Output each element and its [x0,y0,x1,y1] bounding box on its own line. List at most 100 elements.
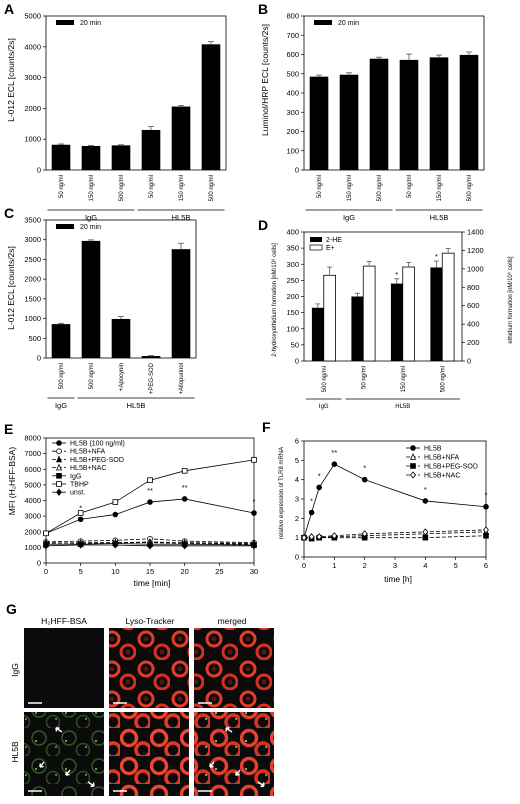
legend-swatch [56,20,74,25]
y-tick-label: 0 [295,166,299,175]
data-point [56,448,62,455]
bar [51,324,71,358]
y-tick-label: 6 [295,437,299,446]
y-tick-label: 2 [295,514,299,523]
legend-swatch [309,244,323,251]
data-point [147,477,153,483]
y-tick-label: 1000 [24,135,41,144]
b-ylabel: Luminol/HRP ECL [counts/2s] [260,24,270,136]
y-tick-label: 4000 [24,42,41,51]
y-tick-label: 400 [286,228,299,237]
data-point [361,530,368,538]
panel-label-b: B [258,1,268,17]
y-tick-label: 6000 [24,465,41,474]
y-tick-label: 400 [286,89,299,98]
data-point [112,511,119,518]
y-tick-label: 200 [286,292,299,301]
data-point [112,541,119,549]
bar [111,145,131,170]
x-tick-label: 5 [79,567,83,576]
y-tick-label: 150 [286,308,299,317]
x-tick-label: +Apocynin [119,363,125,391]
significance-star: * [310,497,313,506]
data-point [55,463,63,471]
arrow-icon [39,761,45,768]
data-point [55,455,63,463]
legend-label: HL5B+NFA [70,449,106,456]
bar-e-plus [402,266,416,362]
data-point [410,463,416,469]
legend-label: 20 min [338,20,359,27]
significance-star: * [318,471,321,480]
data-point [308,533,315,541]
g-image-igg-lyso [109,628,189,708]
panel-label-c: C [4,205,14,221]
data-point [483,532,489,539]
y-tick-label: 0 [295,553,299,562]
arrow-icon [87,781,95,788]
panel-label-a: A [4,1,14,17]
x-tick-label: 500 ng/ml [119,175,125,201]
y-tick-label: 250 [286,276,299,285]
f-ylabel: relative expression of TLR8 mRNA [279,447,285,539]
g-row-header-igg: IgG [10,663,20,677]
legend-label: HL5B [424,446,442,453]
bar [141,356,161,358]
y-tick-label: 300 [286,108,299,117]
y-tick-label: 5000 [24,12,41,21]
series-line [45,544,254,547]
x-tick-label: 0 [44,567,48,576]
bar [171,249,191,358]
g-image-igg-h2hff [24,628,104,708]
group-label: HL5B [127,401,146,410]
arrow-icon [55,727,63,733]
bar [399,59,419,170]
data-point [251,510,257,516]
data-point [56,488,62,496]
bar [51,144,71,170]
data-point [316,484,322,491]
x-tick-label: 5 [454,561,458,570]
significance-star: * [395,270,398,279]
data-point [422,534,429,541]
y-tick-label: 3500 [24,216,41,225]
panel-label-e: E [4,421,13,437]
data-point [147,542,153,550]
data-point [251,457,257,463]
group-label: IgG [319,404,329,410]
legend-label: HL5B+PEG-SOD [70,457,124,464]
data-point [147,499,153,505]
panel-label-g: G [6,601,17,617]
a-ylabel: L-012 ECL [counts/2s] [6,38,16,122]
legend-label: 20 min [80,224,101,231]
group-label: IgG [55,401,67,410]
y-tick-label: 3000 [24,512,41,521]
y-tick-label: 350 [286,244,299,253]
y-tick-label: 4000 [24,496,41,505]
e-xlabel: time [min] [134,578,171,588]
significance-star: * [363,464,366,473]
legend-swatch [56,224,74,229]
x-tick-label: 500 ng/ml [467,175,473,201]
x-tick-label: 1 [332,561,336,570]
significance-star: ** [147,486,153,495]
y-tick-label: 600 [286,50,299,59]
arrow-icon [225,727,233,733]
data-point [251,542,257,550]
y-tick-label: 4 [295,475,299,484]
x-tick-label: 500 ng/ml [59,363,65,389]
x-tick-label: 150 ng/ml [401,366,407,392]
group-label: IgG [85,213,97,222]
data-point [56,440,62,446]
legend-label: HL5B+NAC [424,473,460,480]
y2-tick-label: 800 [467,283,480,292]
y2-tick-label: 600 [467,301,480,310]
g-image-hl5b-lyso [109,712,189,796]
legend-label: HL5B+NAC [70,465,106,472]
x-tick-label: 6 [484,561,488,570]
legend-swatch [314,20,332,25]
y-tick-label: 1000 [24,543,41,552]
x-tick-label: 50 ng/ml [361,366,367,389]
y-tick-label: 2000 [24,104,41,113]
